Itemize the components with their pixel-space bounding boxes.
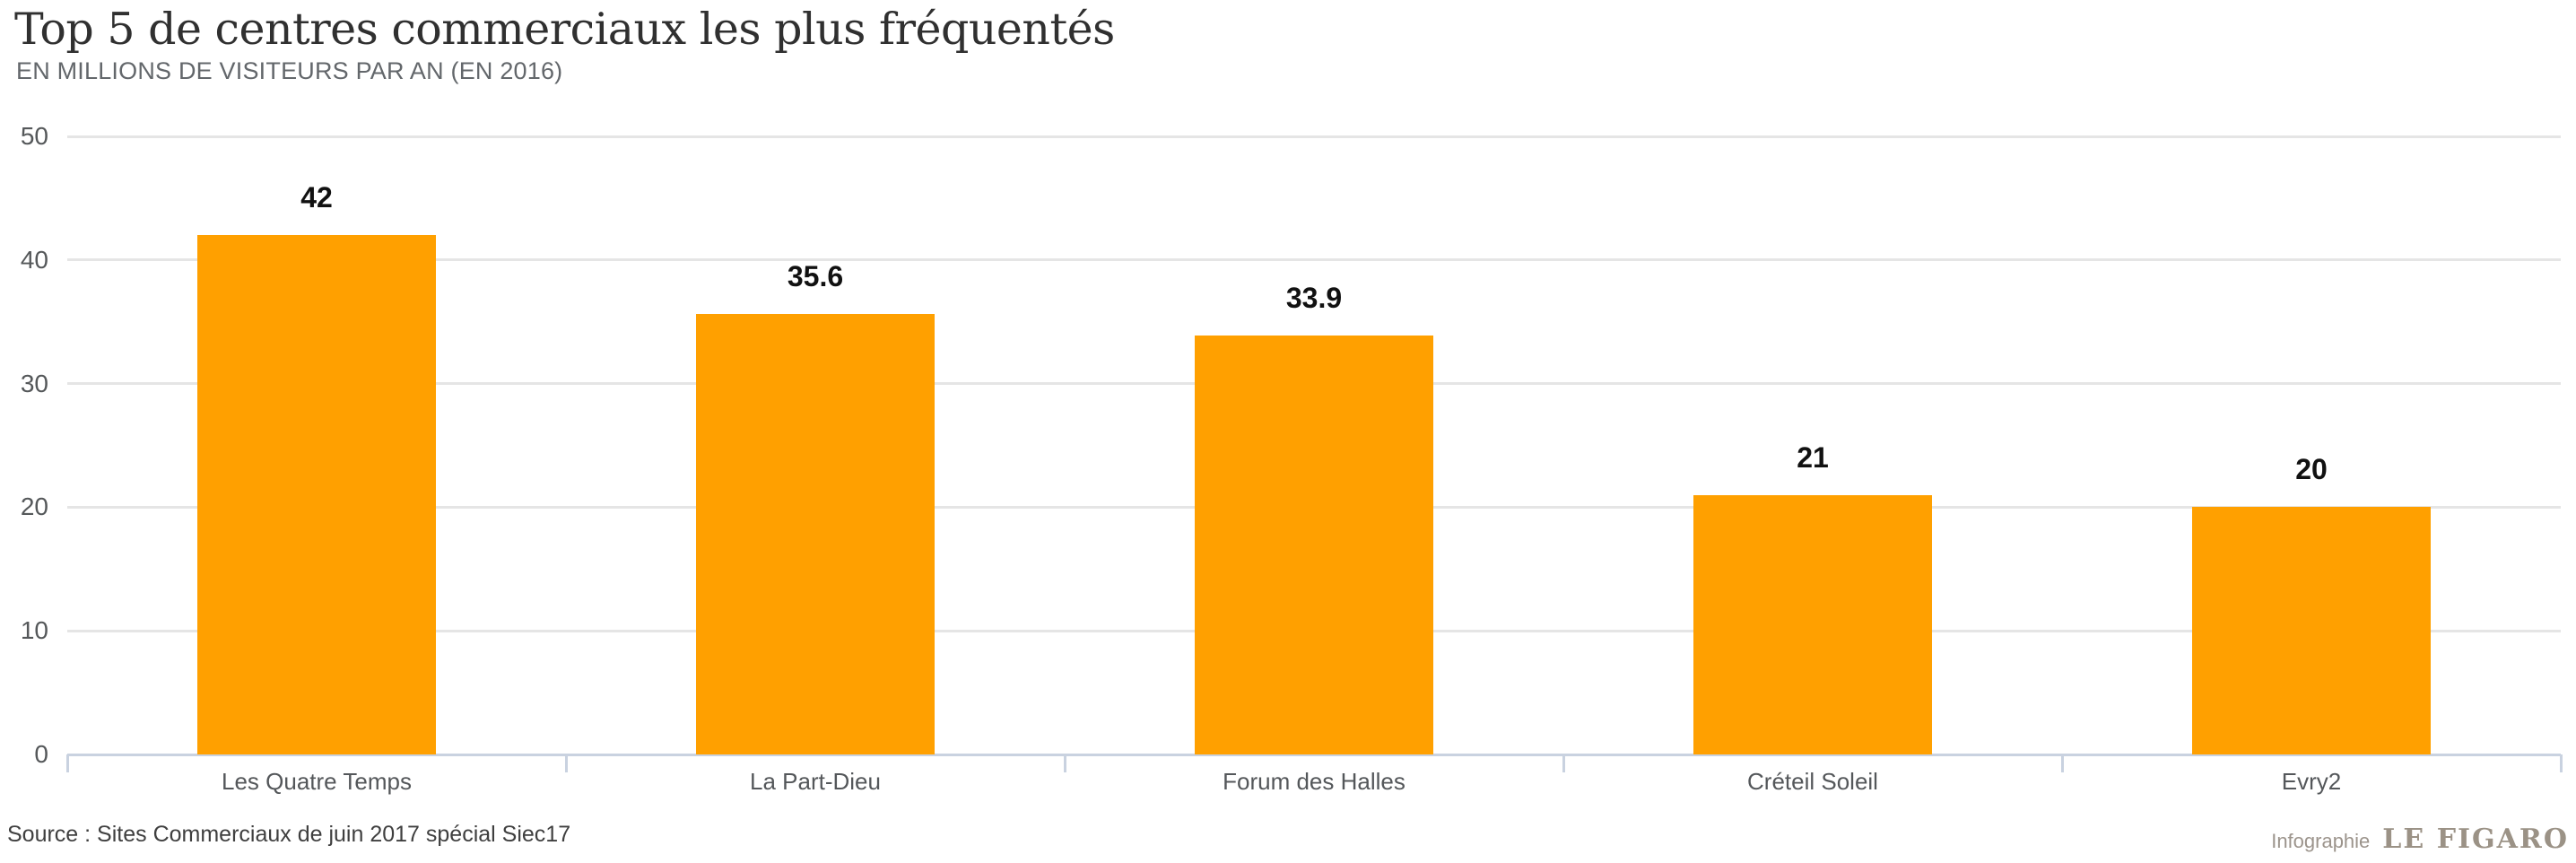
x-axis-tick	[2559, 754, 2563, 772]
x-axis-tick	[1562, 754, 1565, 772]
gridline-50	[67, 135, 2561, 138]
y-axis-label: 0	[34, 740, 48, 768]
x-axis-tick	[2060, 754, 2064, 772]
bar	[1693, 494, 1932, 754]
y-axis-label: 50	[20, 122, 48, 150]
credit-line: Infographie LE FIGARO	[2271, 824, 2569, 855]
y-axis-label: 40	[20, 245, 48, 274]
chart-title: Top 5 de centres commerciaux les plus fr…	[14, 4, 1115, 55]
bar-value-label: 42	[300, 181, 333, 214]
bar	[2192, 507, 2431, 754]
bar-value-label: 21	[1797, 440, 1829, 474]
bar	[696, 314, 935, 754]
x-axis-tick	[65, 754, 69, 772]
x-axis-line	[67, 753, 2561, 756]
bar-value-label: 33.9	[1285, 281, 1343, 314]
x-axis-tick	[1063, 754, 1066, 772]
x-axis-tick	[564, 754, 568, 772]
chart-subtitle: EN MILLIONS DE VISITEURS PAR AN (EN 2016…	[16, 57, 563, 84]
bar-value-label: 35.6	[787, 260, 844, 293]
y-axis-label: 20	[20, 493, 48, 521]
gridline-40	[67, 258, 2561, 262]
y-axis-label: 30	[20, 369, 48, 397]
x-axis-category-label: Les Quatre Temps	[222, 768, 412, 795]
source-note: Source : Sites Commerciaux de juin 2017 …	[7, 822, 571, 847]
bar	[1195, 335, 1433, 754]
lefigaro-logo: LE FIGARO	[2382, 824, 2569, 855]
x-axis-category-label: La Part-Dieu	[750, 768, 881, 795]
x-axis-category-label: Forum des Halles	[1223, 768, 1405, 795]
bar	[197, 235, 436, 754]
x-axis-category-label: Créteil Soleil	[1747, 768, 1878, 795]
y-axis-label: 10	[20, 616, 48, 645]
infographie-label: Infographie	[2271, 830, 2371, 852]
bar-value-label: 20	[2295, 453, 2328, 486]
x-axis-category-label: Evry2	[2281, 768, 2342, 795]
